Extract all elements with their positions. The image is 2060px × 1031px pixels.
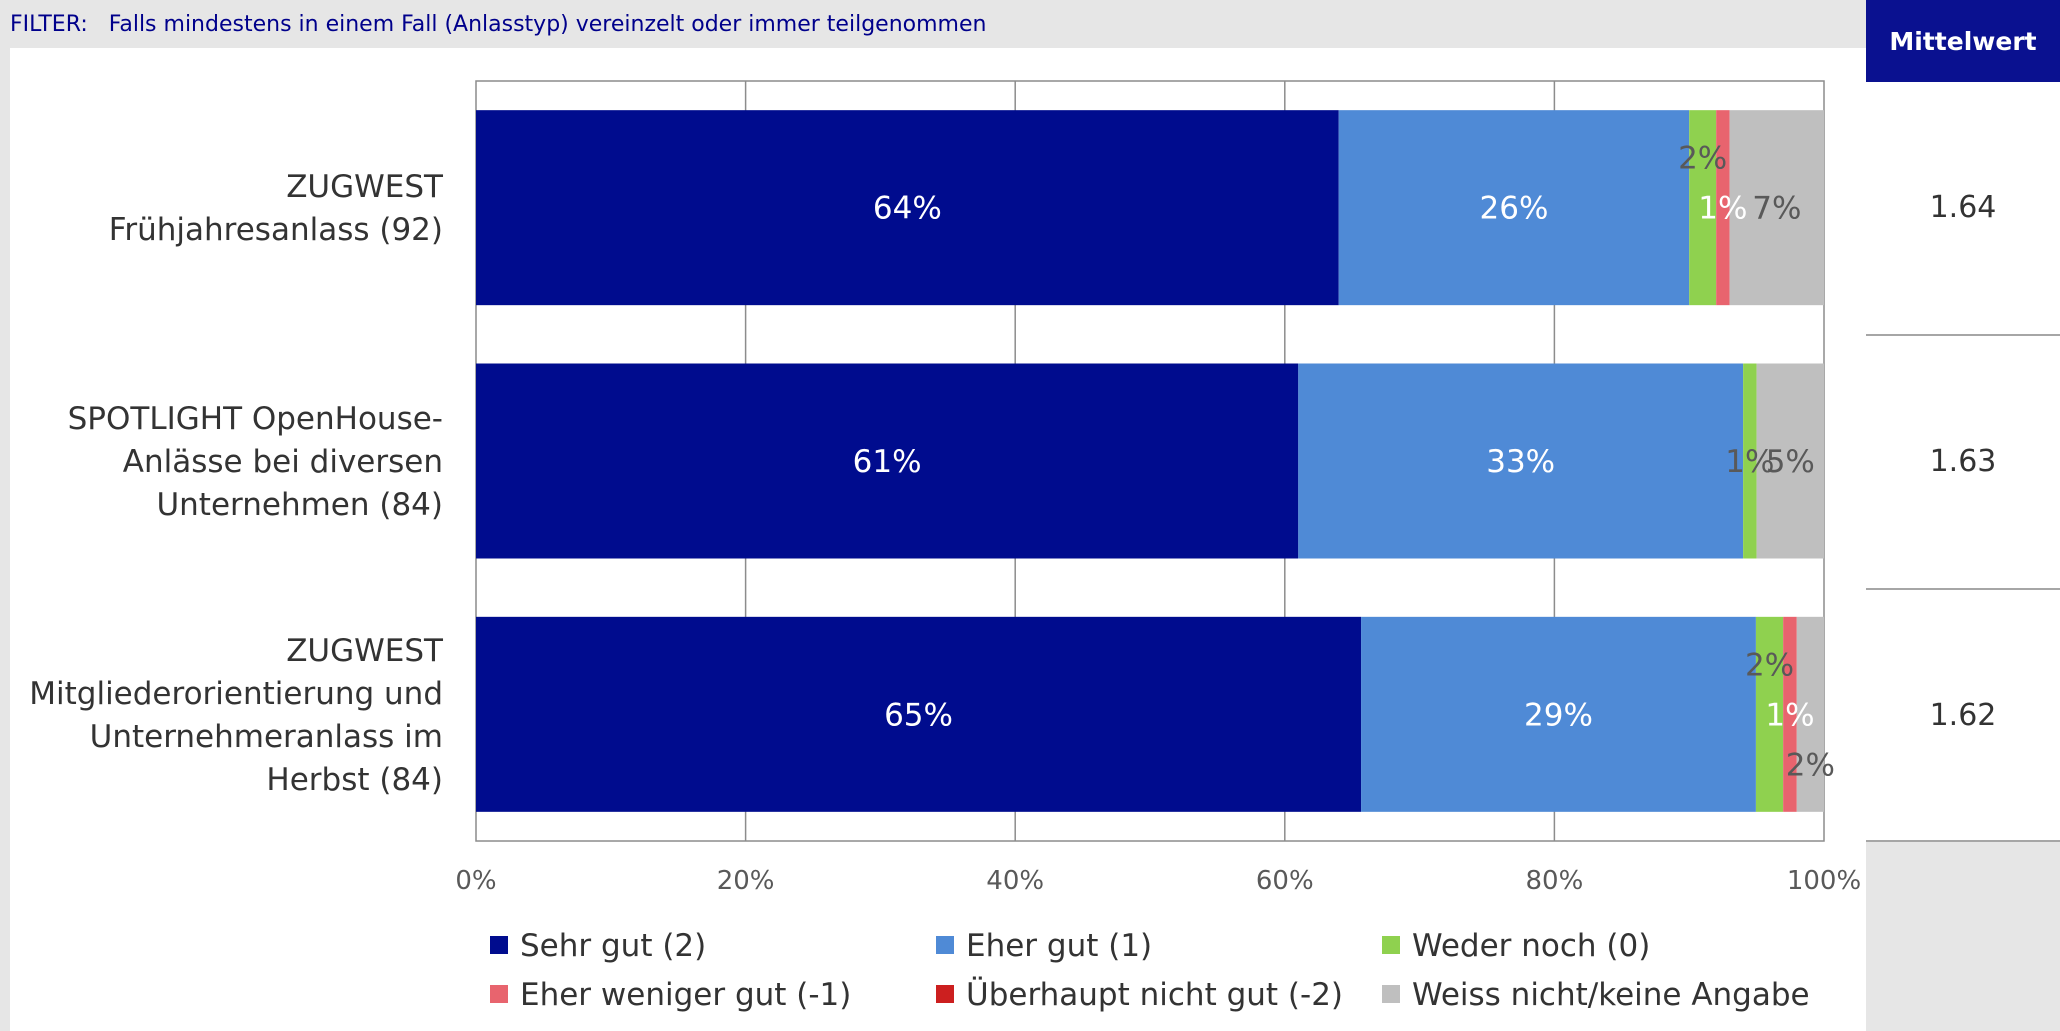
legend-swatch	[936, 985, 954, 1003]
mean-separator	[1866, 588, 2060, 590]
legend-label: Eher weniger gut (-1)	[520, 977, 851, 1013]
x-tick-label: 60%	[1256, 866, 1314, 896]
data-label: 33%	[1486, 444, 1555, 480]
category-label: Anlässe bei diversen	[123, 444, 443, 480]
bar-segment	[1298, 363, 1744, 559]
category-label: Frühjahresanlass (92)	[109, 212, 443, 248]
data-label: 5%	[1766, 444, 1815, 480]
bar-segment	[1338, 110, 1690, 306]
data-label: 1%	[1765, 697, 1814, 733]
bar-segment	[476, 363, 1299, 559]
legend-label: Weiss nicht/keine Angabe	[1412, 977, 1810, 1013]
x-tick-label: 20%	[717, 866, 775, 896]
mean-bottom-fill	[1866, 842, 2060, 1031]
mean-value-2: 1.63	[1929, 444, 1997, 479]
data-label: 2%	[1678, 141, 1727, 177]
category-label: Unternehmeranlass im	[90, 719, 443, 755]
bar-segment	[1796, 616, 1824, 812]
bar-segment	[1783, 616, 1797, 812]
bar-segment	[1361, 616, 1756, 812]
data-label: 1%	[1725, 444, 1774, 480]
filter-label: FILTER:	[10, 12, 88, 37]
bar-segment	[1716, 110, 1730, 306]
data-label: 1%	[1698, 191, 1747, 227]
data-label: 29%	[1524, 697, 1593, 733]
data-label: 64%	[873, 191, 942, 227]
data-label: 7%	[1752, 191, 1801, 227]
legend-swatch	[490, 985, 508, 1003]
bar-segment	[1729, 110, 1824, 306]
legend-swatch	[1382, 936, 1400, 954]
category-label: Unternehmen (84)	[156, 487, 443, 523]
mean-separator	[1866, 840, 2060, 842]
x-tick-label: 40%	[986, 866, 1044, 896]
mean-header: Mittelwert	[1866, 0, 2060, 82]
legend-swatch	[936, 936, 954, 954]
mean-column: Mittelwert 1.64 1.63 1.62	[1866, 0, 2060, 1031]
filter-text: Falls mindestens in einem Fall (Anlassty…	[108, 12, 987, 37]
legend-swatch	[1382, 985, 1400, 1003]
category-label: ZUGWEST	[286, 169, 444, 205]
bar-segment	[1743, 363, 1757, 559]
bar-segment	[476, 110, 1339, 306]
bar-segment	[1755, 616, 1784, 812]
bar-segment	[1689, 110, 1717, 306]
data-label: 26%	[1480, 191, 1549, 227]
legend-label: Weder noch (0)	[1412, 928, 1650, 964]
category-label: Mitgliederorientierung und	[29, 676, 443, 712]
mean-value-3: 1.62	[1929, 698, 1997, 733]
legend-label: Sehr gut (2)	[520, 928, 706, 964]
data-label: 2%	[1745, 647, 1794, 683]
bar-segment	[476, 616, 1362, 812]
category-label: Herbst (84)	[266, 762, 443, 798]
category-label: SPOTLIGHT OpenHouse-	[68, 401, 443, 437]
legend-label: Überhaupt nicht gut (-2)	[966, 976, 1343, 1013]
x-tick-label: 80%	[1526, 866, 1584, 896]
bar-segment	[1756, 363, 1824, 559]
data-label: 65%	[884, 697, 953, 733]
data-label: 2%	[1786, 747, 1835, 783]
legend-swatch	[490, 936, 508, 954]
mean-value-1: 1.64	[1929, 190, 1997, 225]
data-label: 61%	[853, 444, 922, 480]
category-label: ZUGWEST	[286, 633, 444, 669]
x-tick-label: 0%	[455, 866, 496, 896]
filter-line: FILTER: Falls mindestens in einem Fall (…	[10, 12, 986, 37]
x-tick-label: 100%	[1787, 866, 1861, 896]
mean-separator	[1866, 334, 2060, 336]
stacked-bar-chart: 0% 20% 40% 60% 80% 100%64% 26%2%1% 7%ZUGWESTFrü…	[29, 80, 1861, 1013]
legend-label: Eher gut (1)	[966, 928, 1152, 964]
